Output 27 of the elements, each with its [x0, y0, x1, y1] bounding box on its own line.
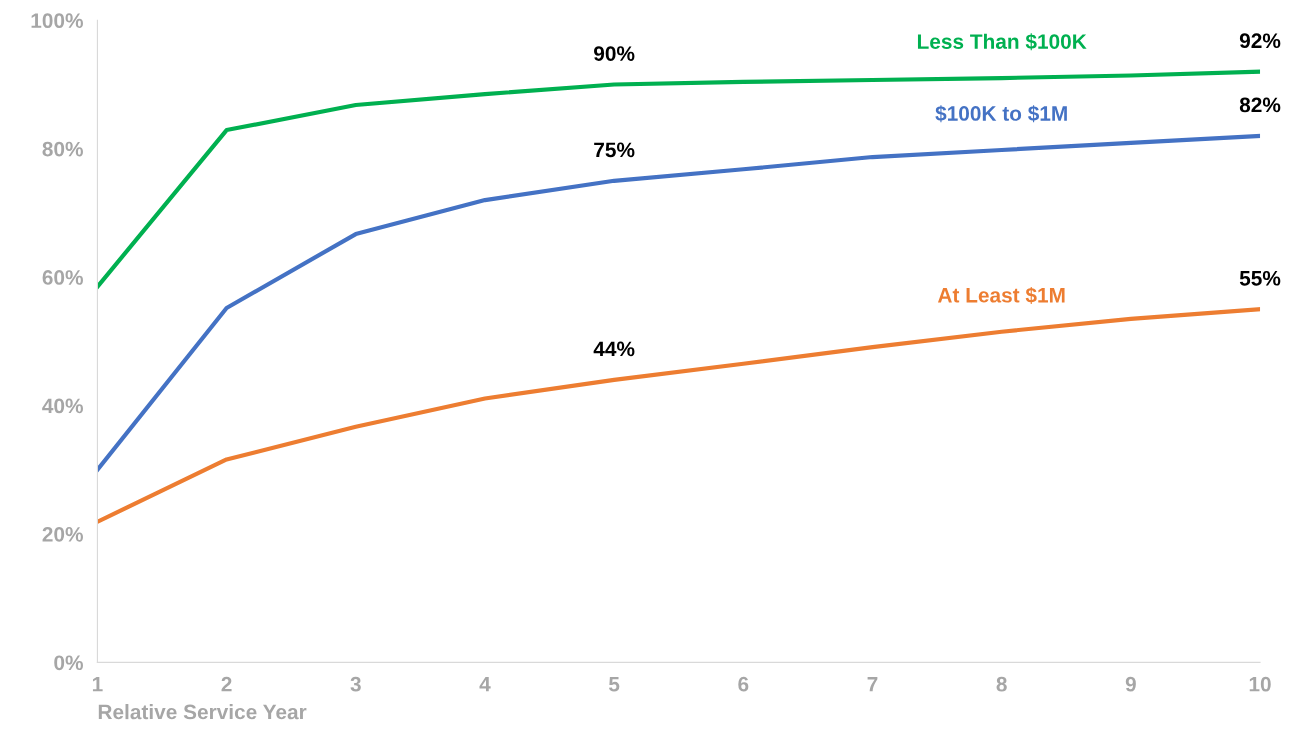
y-tick-label: 80%: [42, 141, 83, 157]
x-tick-label: 8: [996, 676, 1007, 692]
x-tick-label: 10: [1249, 676, 1271, 692]
data-label: 92%: [1239, 33, 1281, 49]
x-tick-label: 6: [738, 676, 749, 692]
x-tick-label: 7: [867, 677, 878, 692]
series-label: At Least $1M: [937, 286, 1065, 304]
line-series: [97, 307, 1261, 524]
data-label: 82%: [1239, 97, 1281, 113]
y-tick-label: 100%: [31, 13, 83, 29]
y-tick-label: 0%: [54, 655, 83, 671]
series-label: $100K to $1M: [935, 105, 1067, 123]
y-tick-label: 40%: [42, 398, 83, 414]
data-label: 44%: [593, 341, 635, 357]
series-label: Less Than $100K: [917, 33, 1087, 51]
x-axis-title: Relative Service Year: [98, 704, 307, 720]
x-tick-label: 9: [1125, 676, 1136, 692]
x-tick-label: 4: [479, 677, 491, 692]
y-tick-label: 60%: [42, 270, 83, 285]
data-label: 55%: [1239, 270, 1281, 286]
x-tick-label: 1: [92, 677, 103, 692]
x-tick-label: 2: [221, 676, 232, 692]
y-tick-label: 20%: [42, 526, 83, 542]
data-label: 90%: [594, 46, 635, 61]
x-tick-label: 5: [608, 677, 620, 692]
data-label: 75%: [594, 142, 635, 158]
x-tick-label: 3: [350, 676, 361, 692]
